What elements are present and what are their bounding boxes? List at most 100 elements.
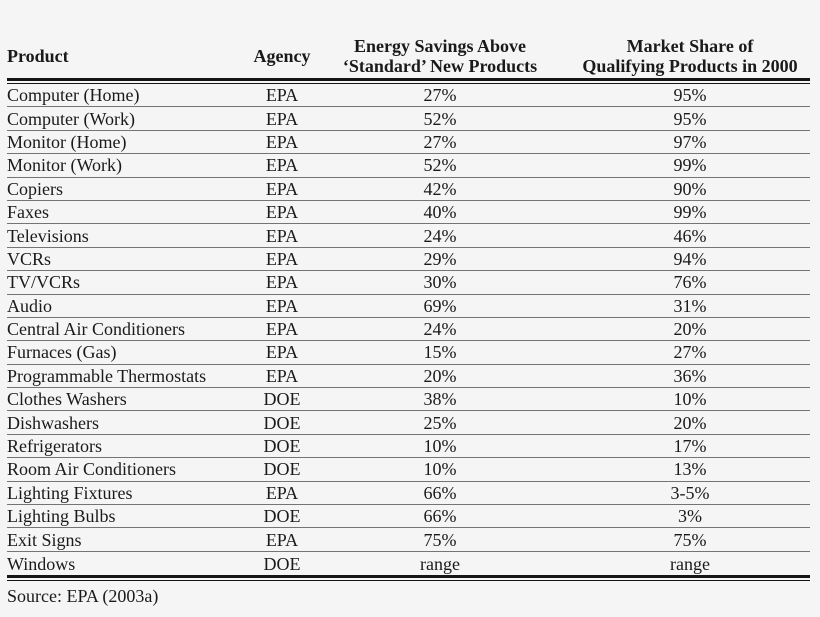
- table-row: Room Air Conditioners DOE 10% 13%: [7, 458, 810, 482]
- table-row: Dishwashers DOE 25% 20%: [7, 411, 810, 435]
- cell-savings: 30%: [423, 272, 457, 293]
- cell-product: Windows: [7, 553, 76, 574]
- column-header-agency-label: Agency: [253, 46, 311, 66]
- cell-product: Audio: [7, 295, 52, 316]
- cell-agency: EPA: [265, 482, 299, 503]
- cell-agency: EPA: [265, 342, 299, 363]
- cell-agency: DOE: [263, 459, 301, 480]
- table-body: Computer (Home) EPA 27% 95% Computer (Work) E…: [7, 84, 810, 575]
- energy-star-table: Product Agency Energy Savings Above ‘Sta…: [7, 0, 810, 607]
- column-header-energy-savings-line1: Energy Savings Above: [353, 36, 527, 56]
- table-row: Refrigerators DOE 10% 17%: [7, 435, 810, 459]
- table-row: Central Air Conditioners EPA 24% 20%: [7, 318, 810, 342]
- cell-savings: 15%: [423, 342, 457, 363]
- cell-share: 20%: [673, 412, 707, 433]
- cell-share: 31%: [673, 295, 707, 316]
- column-header-market-share-line1: Market Share of: [626, 36, 754, 56]
- cell-product: TV/VCRs: [7, 272, 81, 293]
- table-row: Monitor (Home) EPA 27% 97%: [7, 131, 810, 155]
- column-header-product-label: Product: [7, 46, 69, 66]
- cell-share: 27%: [673, 342, 707, 363]
- cell-agency: EPA: [265, 248, 299, 269]
- cell-product: Room Air Conditioners: [7, 459, 177, 480]
- cell-agency: EPA: [265, 295, 299, 316]
- cell-agency: DOE: [263, 553, 301, 574]
- cell-product: Faxes: [7, 202, 49, 223]
- cell-agency: EPA: [265, 365, 299, 386]
- table-row: Lighting Bulbs DOE 66% 3%: [7, 505, 810, 529]
- cell-share: 90%: [673, 178, 707, 199]
- cell-product: Programmable Thermostats: [7, 365, 207, 386]
- table-row: VCRs EPA 29% 94%: [7, 248, 810, 272]
- cell-product: Lighting Fixtures: [7, 482, 133, 503]
- table-bottom-rule: [7, 575, 810, 582]
- cell-agency: EPA: [265, 108, 299, 129]
- cell-agency: EPA: [265, 155, 299, 176]
- cell-product: Dishwashers: [7, 412, 99, 433]
- table-row: Clothes Washers DOE 38% 10%: [7, 388, 810, 412]
- cell-share: 17%: [673, 436, 707, 457]
- cell-savings: 40%: [423, 202, 457, 223]
- table-row: Copiers EPA 42% 90%: [7, 178, 810, 201]
- cell-savings: 38%: [423, 389, 457, 410]
- cell-savings: 25%: [423, 412, 457, 433]
- table-row: Audio EPA 69% 31%: [7, 295, 810, 318]
- cell-product: Furnaces (Gas): [7, 342, 117, 363]
- table-row: Programmable Thermostats EPA 20% 36%: [7, 365, 810, 389]
- cell-share: 95%: [673, 108, 707, 129]
- header-bottom-rule: [7, 78, 810, 84]
- table-row: Computer (Home) EPA 27% 95%: [7, 84, 810, 108]
- cell-agency: EPA: [265, 529, 299, 550]
- column-header-agency: Agency: [229, 46, 335, 66]
- cell-share: range: [670, 553, 710, 574]
- column-header-market-share: Market Share of Qualifying Products in 2…: [545, 36, 810, 76]
- cell-product: Computer (Work): [7, 108, 136, 129]
- table-row: Exit Signs EPA 75% 75%: [7, 528, 810, 552]
- cell-product: Copiers: [7, 178, 63, 199]
- column-header-energy-savings-line2: ‘Standard’ New Products: [342, 56, 538, 76]
- cell-product: Refrigerators: [7, 436, 102, 457]
- cell-agency: DOE: [263, 506, 301, 527]
- cell-share: 10%: [673, 389, 707, 410]
- cell-savings: 24%: [423, 225, 457, 246]
- cell-savings: 20%: [423, 365, 457, 386]
- cell-savings: 24%: [423, 319, 457, 340]
- cell-savings: 27%: [423, 131, 457, 152]
- cell-savings: 69%: [423, 295, 457, 316]
- cell-share: 20%: [673, 319, 707, 340]
- cell-savings: 42%: [423, 178, 457, 199]
- column-header-product: Product: [7, 46, 229, 66]
- cell-savings: 29%: [423, 248, 457, 269]
- cell-agency: DOE: [263, 389, 301, 410]
- table-row: Furnaces (Gas) EPA 15% 27%: [7, 341, 810, 365]
- cell-product: VCRs: [7, 248, 52, 269]
- cell-savings: 10%: [423, 436, 457, 457]
- cell-product: Televisions: [7, 225, 89, 246]
- cell-share: 3-5%: [670, 482, 710, 503]
- table-row: Windows DOE range range: [7, 552, 810, 575]
- cell-agency: EPA: [265, 272, 299, 293]
- cell-share: 36%: [673, 365, 707, 386]
- cell-agency: DOE: [263, 436, 301, 457]
- cell-savings: 27%: [423, 85, 457, 106]
- cell-product: Monitor (Home): [7, 131, 127, 152]
- cell-savings: 66%: [423, 506, 457, 527]
- cell-share: 94%: [673, 248, 707, 269]
- cell-share: 99%: [673, 155, 707, 176]
- cell-savings: 52%: [423, 155, 457, 176]
- cell-agency: EPA: [265, 202, 299, 223]
- cell-agency: EPA: [265, 85, 299, 106]
- table-row: Lighting Fixtures EPA 66% 3-5%: [7, 482, 810, 506]
- cell-agency: EPA: [265, 225, 299, 246]
- cell-share: 97%: [673, 131, 707, 152]
- cell-product: Clothes Washers: [7, 389, 127, 410]
- cell-share: 76%: [673, 272, 707, 293]
- source-note: Source: EPA (2003a): [7, 586, 159, 607]
- cell-product: Monitor (Work): [7, 155, 123, 176]
- table-row: Monitor (Work) EPA 52% 99%: [7, 154, 810, 178]
- cell-product: Lighting Bulbs: [7, 506, 116, 527]
- cell-share: 46%: [673, 225, 707, 246]
- cell-share: 95%: [673, 85, 707, 106]
- cell-share: 13%: [673, 459, 707, 480]
